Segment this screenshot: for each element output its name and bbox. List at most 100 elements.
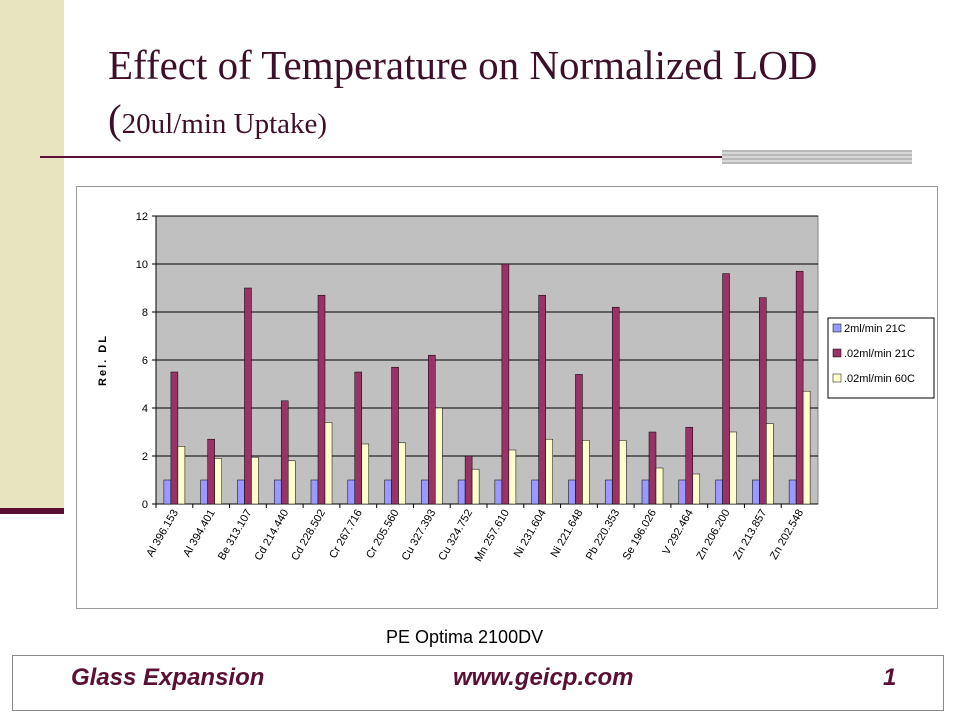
legend-box <box>827 317 935 399</box>
bar <box>361 443 370 505</box>
bar <box>170 371 179 505</box>
x-tick-label: Zn 202.548 <box>768 508 806 562</box>
bar <box>391 366 399 505</box>
footer-company: Glass Expansion <box>71 664 265 691</box>
bar <box>802 390 811 505</box>
bar <box>538 294 546 505</box>
slide-title: Effect of Temperature on Normalized LOD … <box>108 38 908 151</box>
y-tick-label: 6 <box>142 355 148 367</box>
bar <box>287 460 296 505</box>
legend-swatch <box>832 348 842 358</box>
x-tick-label: Se 196.026 <box>621 508 660 563</box>
y-tick-label: 10 <box>136 259 148 271</box>
x-tick-label: Al 396.153 <box>144 508 181 560</box>
source-note: PE Optima 2100DV <box>386 627 544 647</box>
y-tick-label: 12 <box>136 211 148 223</box>
decorative-side-bar <box>0 0 64 510</box>
bar <box>715 479 723 505</box>
bar <box>435 407 443 505</box>
legend-swatch <box>832 373 842 383</box>
bar <box>766 423 774 505</box>
bar <box>604 479 613 505</box>
y-axis-label: Rel. DL <box>97 334 109 386</box>
bar <box>354 371 363 505</box>
bar <box>494 479 503 505</box>
legend-label: .02ml/min 21C <box>844 348 915 360</box>
bar <box>200 479 208 505</box>
footer: Glass Expansion www.geicp.com 1 <box>12 655 944 711</box>
x-tick-label: Mn 257.610 <box>473 508 512 564</box>
bar <box>384 479 392 505</box>
bar <box>752 479 760 505</box>
bar <box>501 263 510 505</box>
bar <box>508 449 517 505</box>
decorative-gray-bar <box>722 150 912 164</box>
x-tick-label: V 292.464 <box>660 508 695 557</box>
x-tick-label: Zn 206.200 <box>694 508 732 562</box>
bar <box>244 287 252 505</box>
bar <box>685 426 694 505</box>
bar <box>177 446 186 505</box>
footer-website: www.geicp.com <box>453 664 634 691</box>
bar <box>531 479 539 505</box>
bar <box>317 294 326 505</box>
x-tick-label: Pb 220.353 <box>584 508 623 563</box>
decorative-side-tick <box>0 508 64 514</box>
x-tick-label: Ni 221.648 <box>549 508 586 560</box>
bar <box>648 431 657 505</box>
bar <box>457 479 466 505</box>
y-tick-label: 0 <box>142 499 148 511</box>
bar <box>759 297 767 505</box>
bar <box>207 438 215 505</box>
bar <box>273 479 282 505</box>
bar <box>280 400 289 505</box>
slide-title-subtitle: 20ul/min Uptake) <box>121 108 328 140</box>
x-tick-label: Al 394.401 <box>181 508 218 560</box>
y-tick-label: 4 <box>142 403 148 415</box>
bar <box>428 354 436 505</box>
bar <box>398 442 406 505</box>
bar <box>324 422 333 505</box>
x-tick-label: Cd 228.502 <box>289 508 328 563</box>
bar <box>464 455 473 505</box>
bar <box>545 438 553 505</box>
bar <box>347 479 356 505</box>
bar <box>611 306 620 505</box>
bar <box>310 479 319 505</box>
x-tick-label: Cr 267.716 <box>327 508 365 561</box>
bar <box>163 479 172 505</box>
bar <box>655 467 664 505</box>
y-tick-label: 8 <box>142 307 148 319</box>
title-divider <box>40 156 912 158</box>
bar <box>568 479 576 505</box>
bar <box>251 456 259 505</box>
x-tick-label: Zn 213.857 <box>731 508 769 562</box>
bar <box>692 473 701 505</box>
bar <box>795 270 804 505</box>
bar <box>575 374 583 505</box>
bar <box>678 479 687 505</box>
bar <box>722 273 730 505</box>
slide-title-main: Effect of Temperature on Normalized LOD … <box>108 42 818 142</box>
bar <box>729 431 737 505</box>
x-tick-label: Cr 205.560 <box>364 508 402 561</box>
bar <box>641 479 650 505</box>
bar <box>237 479 245 505</box>
bar <box>618 440 627 505</box>
bar <box>471 468 480 505</box>
bar <box>582 440 590 505</box>
x-tick-label: Ni 231.604 <box>512 507 549 559</box>
footer-page-number: 1 <box>883 664 897 691</box>
legend-label: .02ml/min 60C <box>844 373 915 385</box>
y-tick-label: 2 <box>142 451 148 463</box>
x-tick-label: Cu 327.393 <box>400 508 439 563</box>
bar <box>421 479 429 505</box>
x-tick-label: Be 313.107 <box>216 508 255 563</box>
x-tick-label: Cd 214.440 <box>252 508 291 563</box>
x-tick-label: Cu 324.752 <box>436 508 475 563</box>
bar <box>788 479 797 505</box>
legend-swatch <box>832 323 842 333</box>
legend-label: 2ml/min 21C <box>844 323 906 335</box>
bar <box>214 458 222 505</box>
